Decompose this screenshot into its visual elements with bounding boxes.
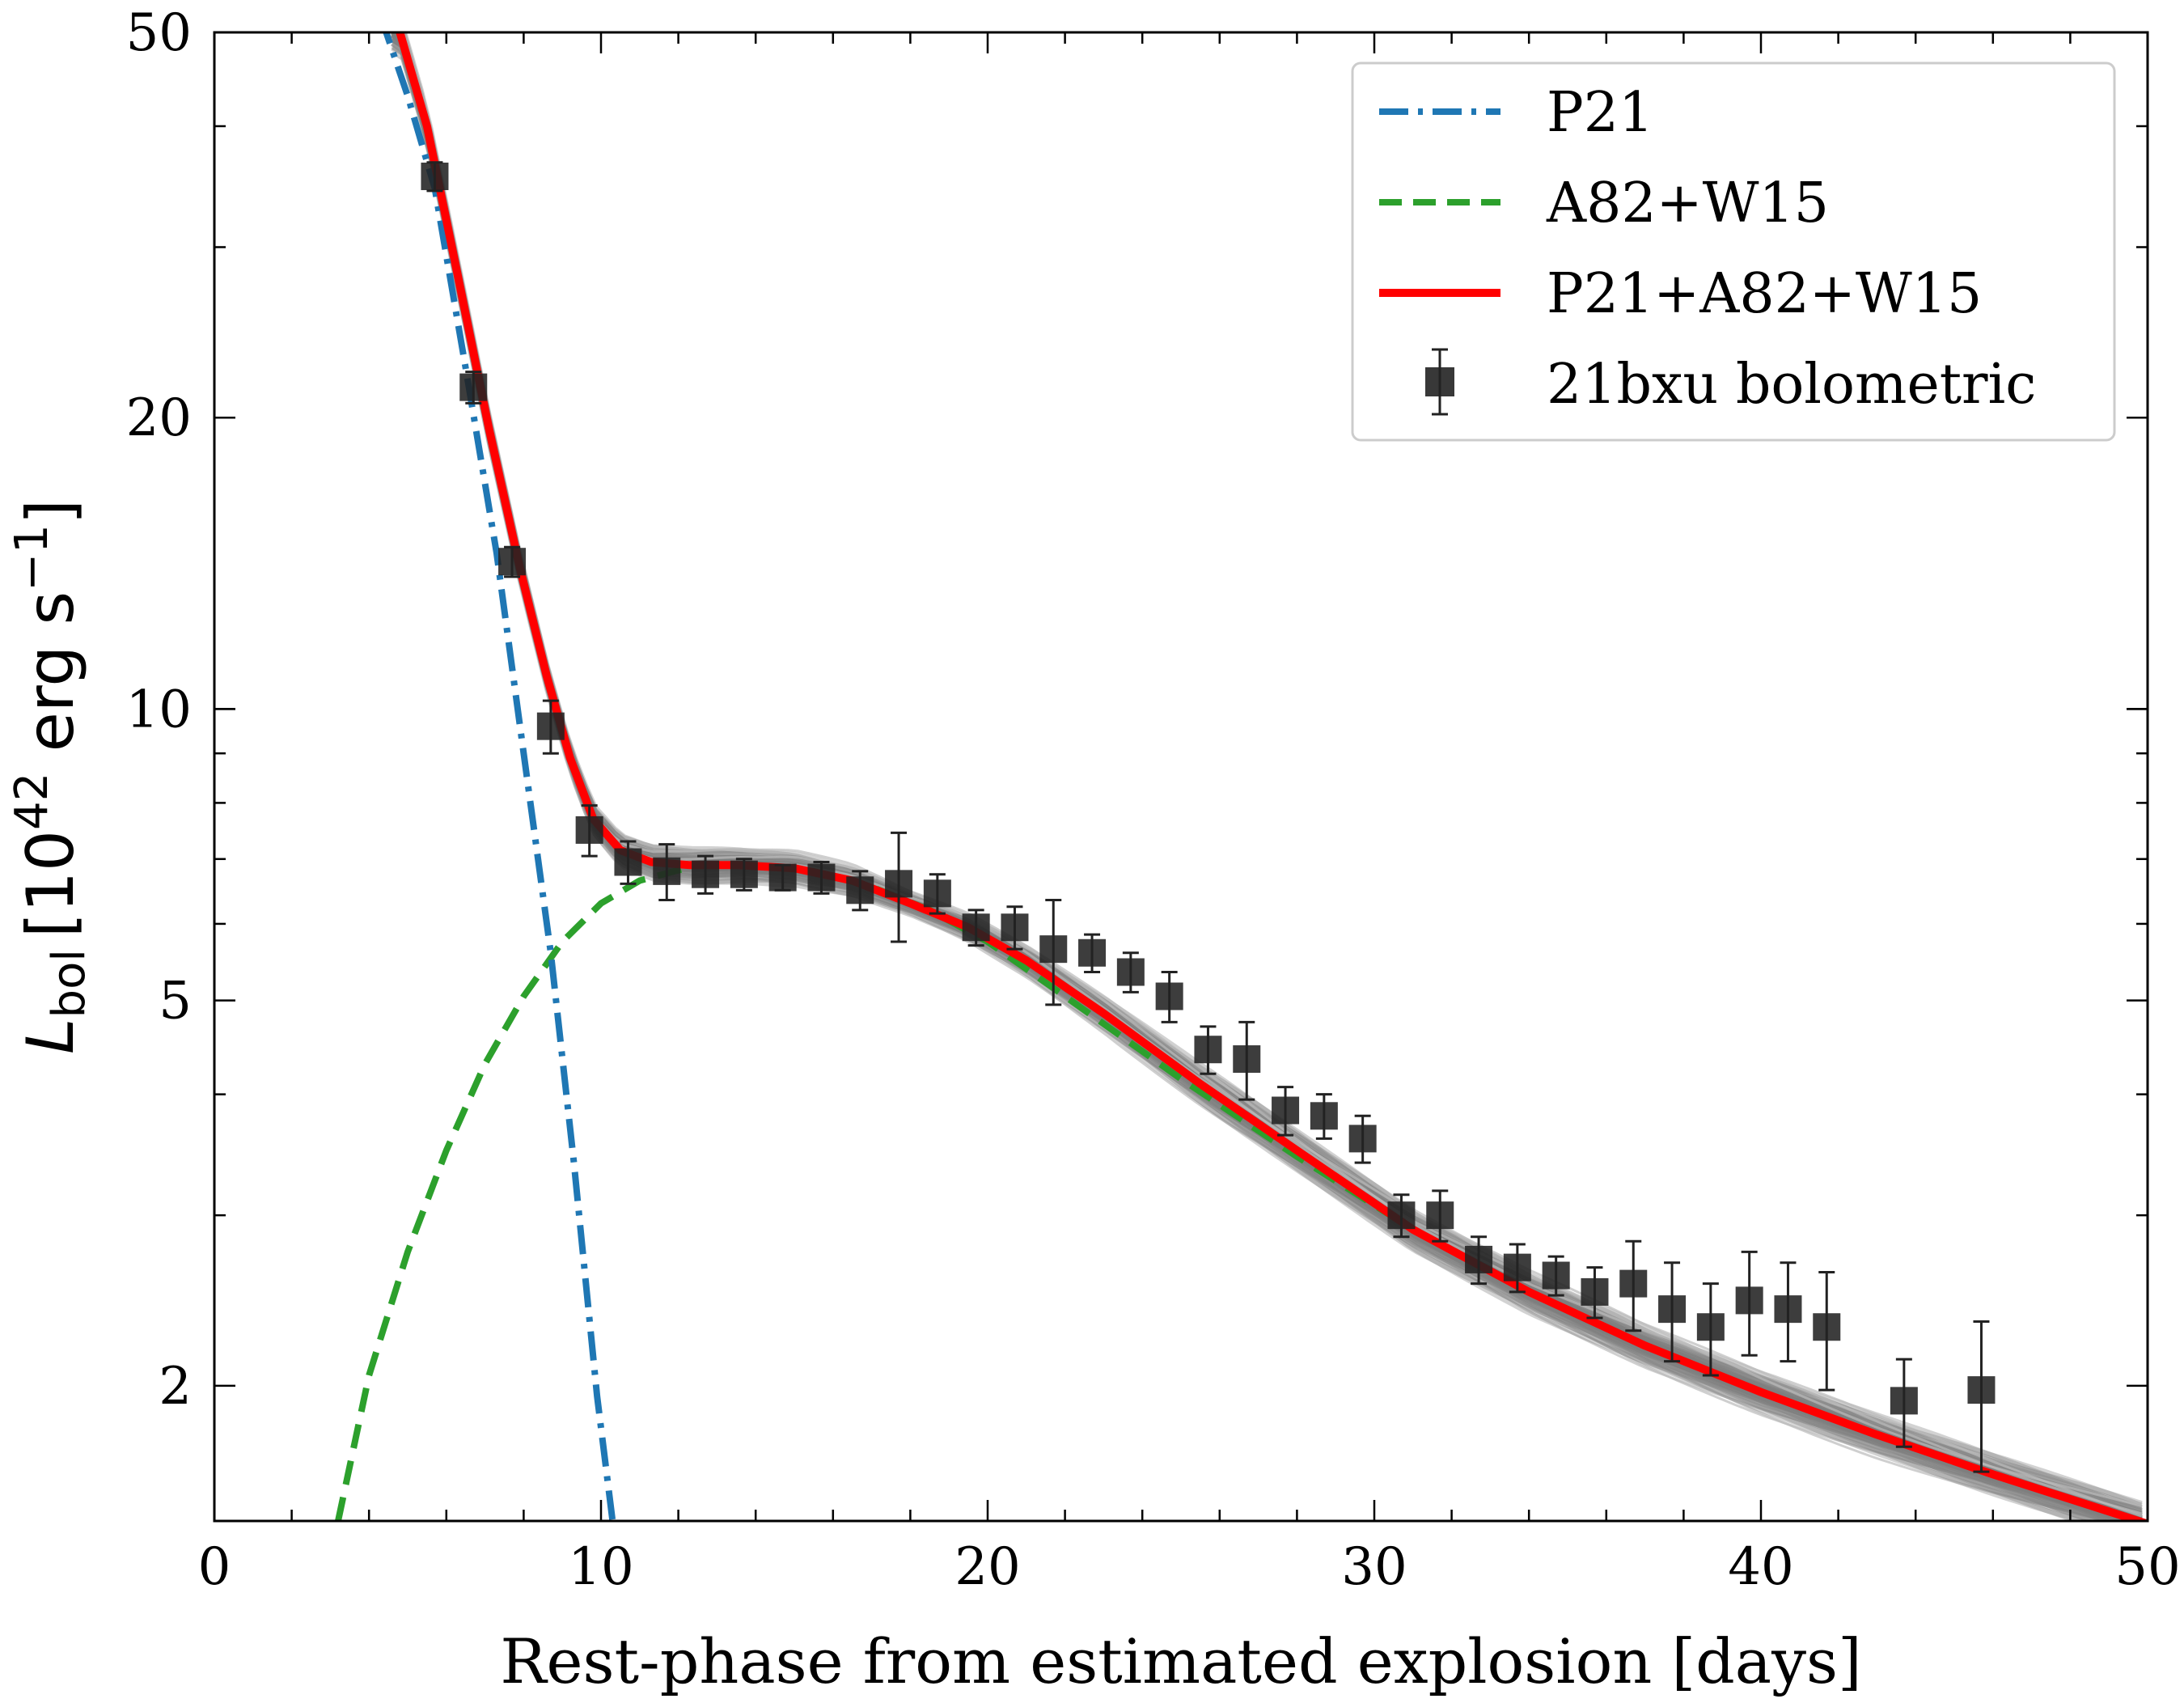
data-point-marker [536, 712, 565, 740]
tick-labels: 0 10 20 30 40 50 2 5 10 20 50 [126, 3, 2181, 1597]
data-point-marker [846, 876, 874, 904]
x-tick-label: 30 [1341, 1537, 1407, 1597]
data-point-marker [1542, 1261, 1570, 1290]
data-point-marker [730, 860, 758, 888]
legend-label-p21: P21 [1547, 81, 1653, 145]
y-label-subscript: bol [43, 949, 95, 1018]
y-tick-label: 20 [126, 388, 192, 448]
data-point-marker [1001, 913, 1029, 942]
data-point-marker [1735, 1286, 1763, 1315]
data-points [421, 161, 1996, 1473]
data-point-marker [1310, 1102, 1338, 1130]
data-point-marker [692, 860, 720, 888]
data-point-marker [923, 879, 951, 908]
data-point-marker [498, 548, 527, 576]
data-point-marker [1155, 982, 1183, 1010]
legend-box [1351, 61, 2116, 442]
axis-ticks [213, 31, 2149, 1521]
data-point-marker [1078, 938, 1107, 967]
ensemble-sample-line [391, 41, 2092, 1521]
y-tick-label: 2 [159, 1357, 192, 1417]
x-tick-label: 40 [1728, 1537, 1793, 1597]
data-point-marker [1116, 958, 1145, 986]
y-tick-label: 10 [126, 680, 192, 739]
data-point-marker [768, 863, 797, 892]
plot-frame [213, 31, 2149, 1523]
data-point-marker [575, 815, 603, 844]
data-point-marker [885, 870, 913, 898]
x-tick-label: 10 [568, 1537, 633, 1597]
y-label-symbol: L [13, 1018, 88, 1054]
data-point-marker [1348, 1125, 1377, 1153]
legend-label-bolometric: 21bxu bolometric [1547, 353, 2036, 417]
legend-swatch-square [1425, 367, 1454, 396]
data-point-marker [1967, 1376, 1996, 1404]
data-point-marker [459, 373, 488, 401]
data-point-marker [1503, 1253, 1531, 1281]
ensemble-sample-line [400, 32, 2143, 1513]
y-tick-label: 5 [159, 972, 192, 1032]
x-tick-label: 50 [2114, 1537, 2180, 1597]
x-tick-label: 20 [954, 1537, 1020, 1597]
legend: P21 A82+W15 P21+A82+W15 21bxu bolometric [1351, 61, 2116, 442]
ensemble-sample-line [391, 33, 2100, 1521]
data-point-marker [1039, 935, 1068, 964]
y-label-bracket-open: [10 [13, 830, 88, 938]
x-tick-label: 0 [198, 1537, 231, 1597]
data-point-marker [1619, 1269, 1648, 1298]
data-point-marker [1581, 1277, 1609, 1306]
data-point-marker [1194, 1036, 1222, 1064]
data-point-marker [1465, 1245, 1493, 1273]
data-point-marker [653, 857, 681, 885]
y-axis-label: Lbol [1042 erg s−1] [6, 499, 95, 1054]
data-point-marker [614, 848, 642, 876]
y-tick-label: 50 [126, 3, 192, 63]
data-point-marker [807, 863, 836, 892]
series-line-p21 [383, 32, 616, 1521]
data-point-marker [1426, 1201, 1454, 1230]
data-point-marker [1774, 1295, 1802, 1324]
ensemble-sample-line [391, 46, 2118, 1521]
data-point-marker [1696, 1313, 1725, 1341]
y-label-bracket-close: ] [13, 499, 88, 524]
data-point-marker [421, 162, 449, 190]
data-point-marker [1272, 1096, 1300, 1125]
y-label-units-exponent: −1 [6, 524, 58, 591]
data-point-marker [962, 913, 990, 942]
ensemble-sample-line [391, 37, 2104, 1521]
ensemble-sample-line [402, 32, 2143, 1514]
data-point-marker [1658, 1295, 1687, 1324]
data-point-marker [1387, 1201, 1416, 1230]
legend-label-combined: P21+A82+W15 [1547, 262, 1982, 326]
y-label-exponent: 42 [6, 773, 58, 830]
ensemble-sample-line [392, 51, 2113, 1521]
x-axis-label: Rest-phase from estimated explosion [day… [500, 1625, 1861, 1697]
legend-label-a82w15: A82+W15 [1546, 172, 1829, 235]
y-label-units: erg s [13, 591, 88, 773]
data-point-marker [1233, 1045, 1261, 1074]
ensemble-sample-line [396, 32, 2143, 1507]
ensemble-sample-line [391, 35, 2085, 1521]
data-point-marker [1890, 1387, 1918, 1415]
data-point-marker [1813, 1313, 1841, 1341]
ensemble-sample-line [391, 41, 2122, 1521]
